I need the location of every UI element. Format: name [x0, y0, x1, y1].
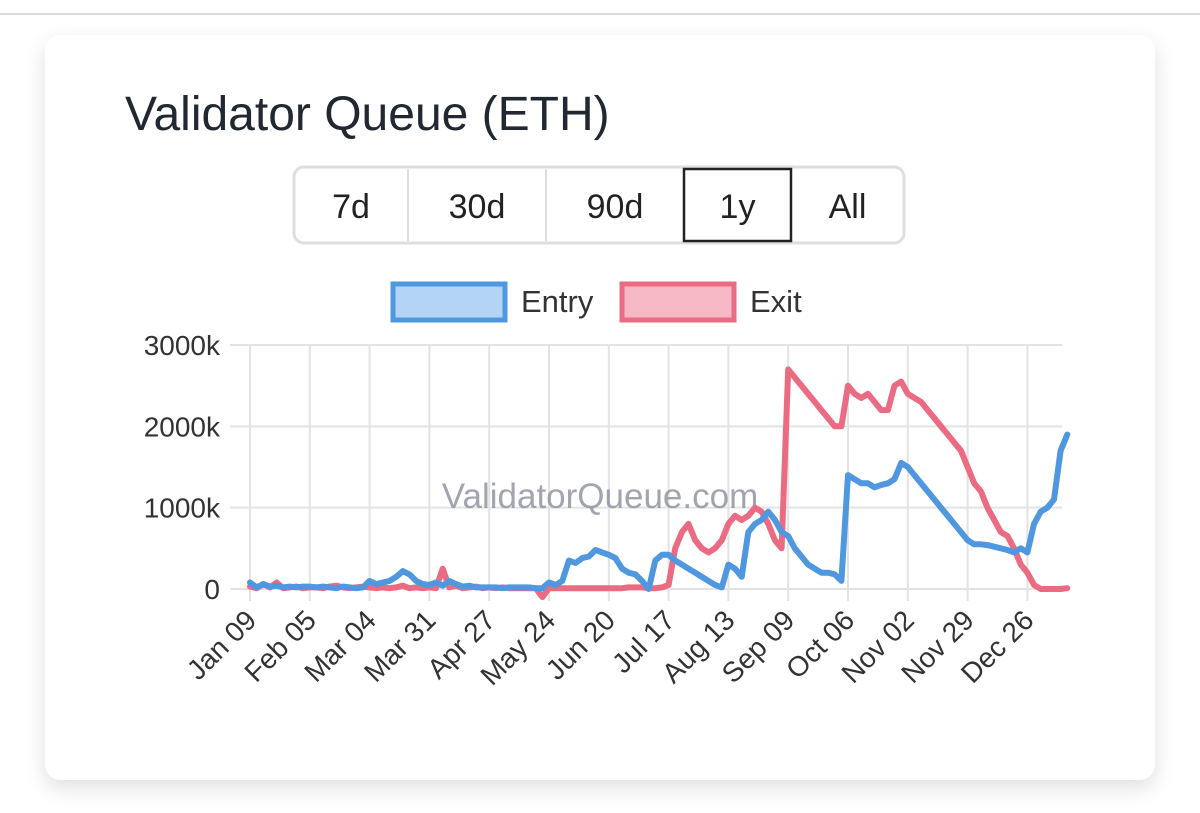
legend-label: Entry: [521, 284, 594, 319]
legend-swatch: [619, 281, 737, 323]
series-line: [247, 431, 1071, 592]
y-tick-label: 0: [204, 574, 220, 605]
watermark: ValidatorQueue.com: [442, 477, 758, 516]
y-tick-label: 3000k: [144, 330, 221, 361]
legend-swatch: [390, 281, 508, 323]
chart-title: Validator Queue (ETH): [125, 88, 610, 141]
series-line: [247, 366, 1071, 601]
range-button[interactable]: 7d: [332, 188, 370, 226]
button-label: 1y: [720, 188, 756, 226]
range-button[interactable]: 90d: [545, 169, 644, 241]
button-label: All: [829, 188, 867, 226]
y-tick-label: 1000k: [144, 493, 221, 524]
range-button[interactable]: 30d: [407, 169, 506, 241]
button-label: 30d: [449, 188, 506, 226]
legend: Entry Exit: [390, 281, 802, 323]
range-button[interactable]: 1y: [682, 167, 793, 243]
selected-outline: [682, 167, 793, 243]
button-group-frame: [292, 165, 906, 245]
legend-label: Exit: [750, 284, 802, 319]
button-label: 90d: [587, 188, 644, 226]
y-tick-label: 2000k: [144, 411, 221, 442]
button-label: 7d: [332, 188, 370, 226]
range-button[interactable]: All: [829, 188, 867, 226]
range-selector: 7d 30d 90d 1y All: [292, 165, 906, 245]
